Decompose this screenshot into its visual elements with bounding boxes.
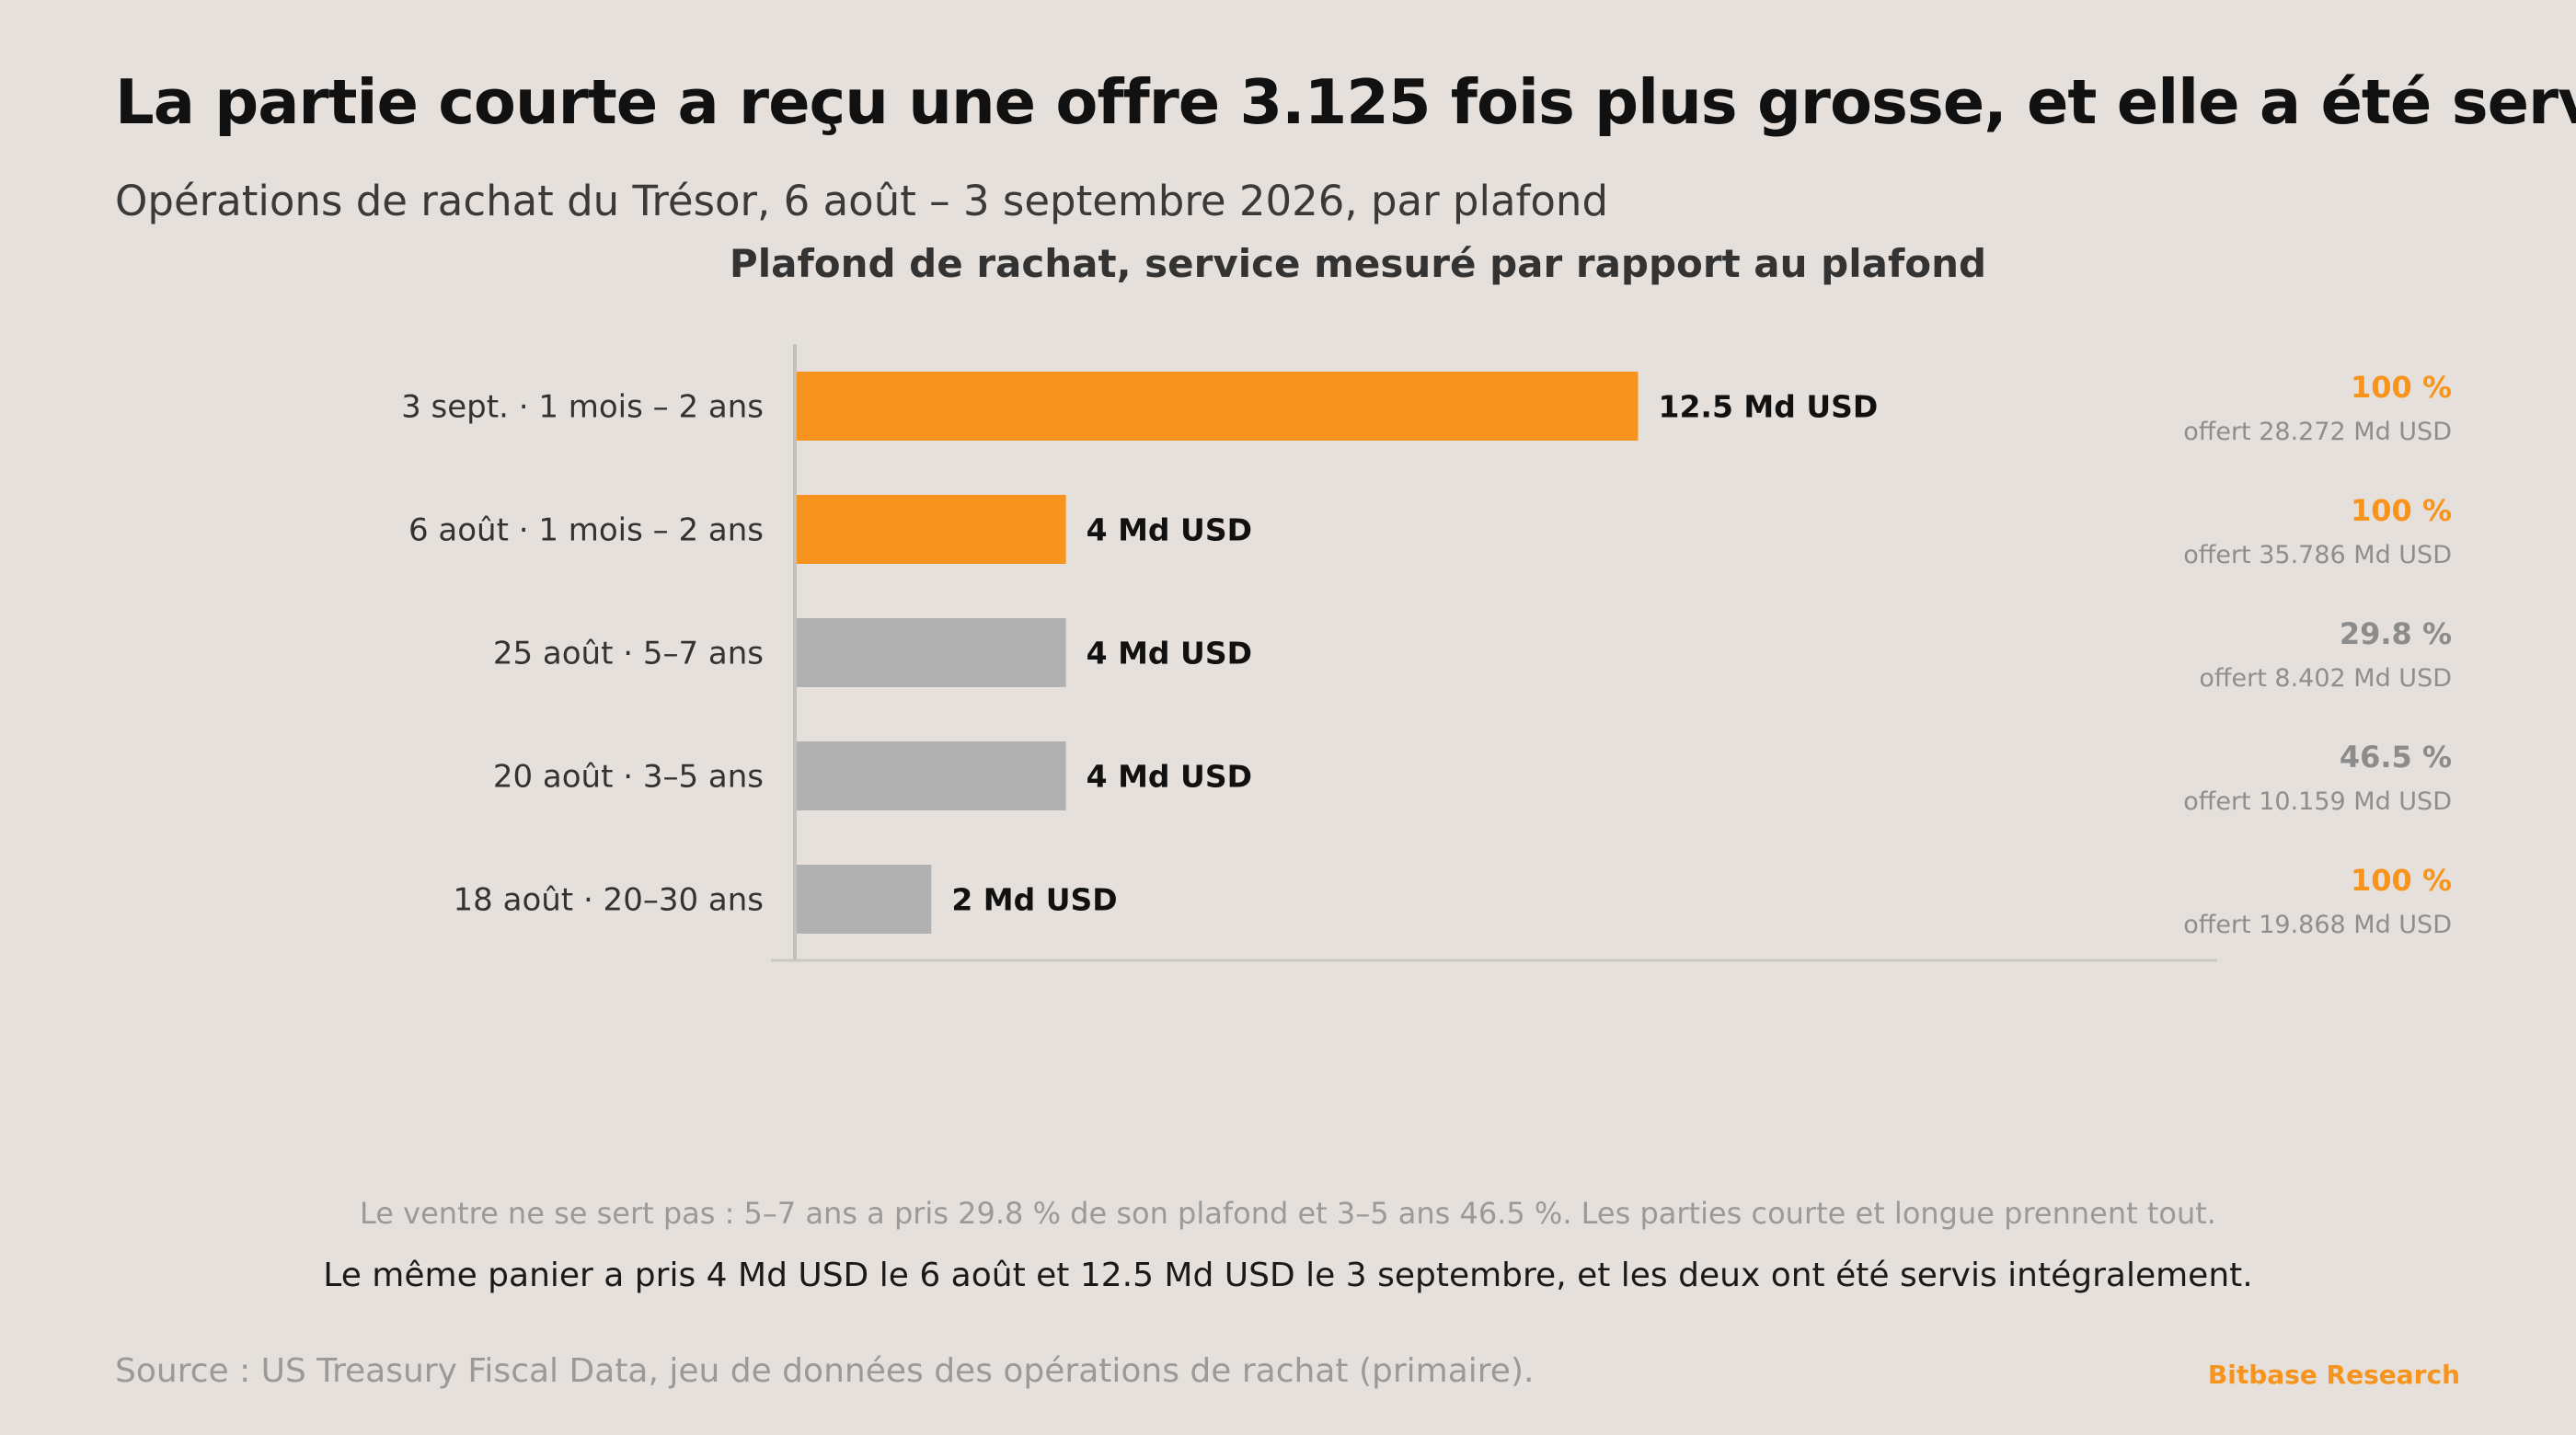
service-pct-label: 100 %	[2351, 370, 2452, 405]
bar	[797, 372, 1639, 441]
offered-label: offert 19.868 Md USD	[2183, 911, 2452, 939]
chart-subtitle: Opérations de rachat du Trésor, 6 août –…	[115, 177, 1609, 225]
bar	[797, 865, 932, 934]
chart-title: La partie courte a reçu une offre 3.125 …	[115, 66, 2576, 138]
service-pct-label: 46.5 %	[2340, 740, 2452, 775]
category-label: 3 sept. · 1 mois – 2 ans	[401, 389, 764, 426]
offered-label: offert 28.272 Md USD	[2183, 418, 2452, 446]
offered-label: offert 10.159 Md USD	[2183, 787, 2452, 816]
service-pct-label: 100 %	[2351, 863, 2452, 898]
offered-label: offert 8.402 Md USD	[2199, 664, 2452, 693]
source-note: Source : US Treasury Fiscal Data, jeu de…	[115, 1352, 1535, 1390]
bar	[797, 618, 1066, 687]
value-label: 4 Md USD	[1087, 759, 1252, 795]
value-label: 4 Md USD	[1087, 512, 1252, 548]
category-label: 20 août · 3–5 ans	[493, 759, 764, 796]
bar	[797, 741, 1066, 810]
value-label: 4 Md USD	[1087, 636, 1252, 672]
value-label: 12.5 Md USD	[1659, 389, 1879, 425]
note-secondary: Le ventre ne se sert pas : 5–7 ans a pri…	[360, 1196, 2216, 1231]
category-label: 18 août · 20–30 ans	[454, 882, 764, 919]
bar	[797, 495, 1066, 564]
service-pct-label: 100 %	[2351, 493, 2452, 528]
offered-label: offert 35.786 Md USD	[2183, 541, 2452, 569]
category-label: 25 août · 5–7 ans	[493, 636, 764, 672]
category-label: 6 août · 1 mois – 2 ans	[408, 512, 764, 549]
note-primary: Le même panier a pris 4 Md USD le 6 août…	[323, 1257, 2253, 1294]
brand-logo-text: Bitbase Research	[2207, 1360, 2460, 1390]
chart-heading: Plafond de rachat, service mesuré par ra…	[729, 241, 1987, 286]
service-pct-label: 29.8 %	[2340, 616, 2452, 651]
value-label: 2 Md USD	[951, 882, 1117, 918]
